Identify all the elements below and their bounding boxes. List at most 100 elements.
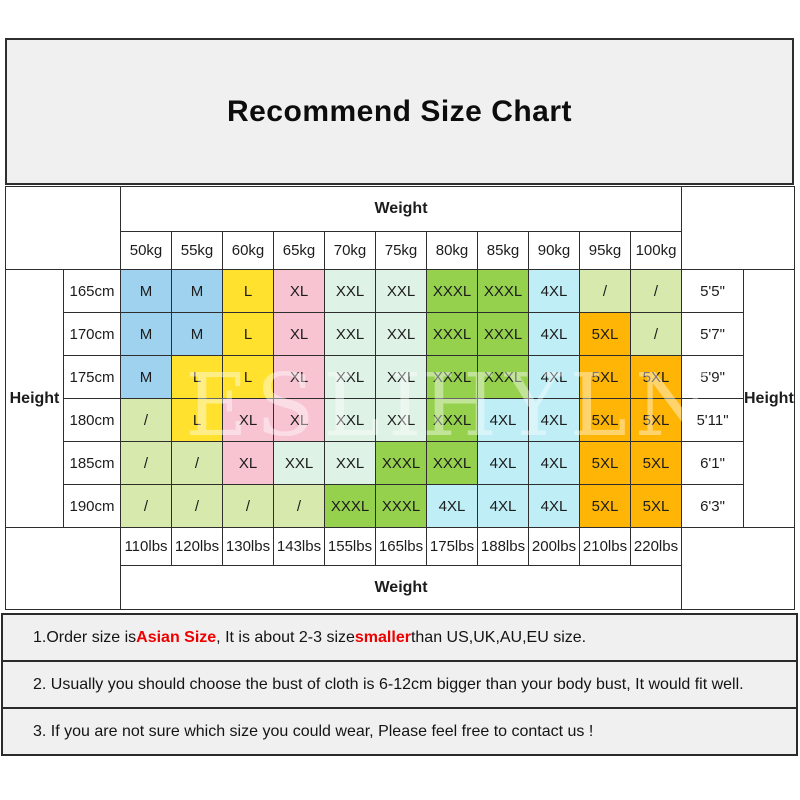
lbs-footer-cell: 120lbs [171, 527, 223, 566]
kg-header-cell: 80kg [426, 231, 478, 270]
lbs-footer-cell: 210lbs [579, 527, 631, 566]
size-cell: / [171, 484, 223, 528]
size-row: 175cm M L L XL XXL XXL XXXL XXXL 4XL 5XL 5XL 5'9" [6, 355, 795, 399]
size-cell: 4XL [528, 398, 580, 442]
size-cell: XXXL [375, 441, 427, 485]
size-cell: 4XL [528, 312, 580, 356]
size-cell: / [222, 484, 274, 528]
size-cell: XXXL [426, 398, 478, 442]
kg-header-cell: 90kg [528, 231, 580, 270]
size-row: 170cm M M L XL XXL XXL XXXL XXXL 4XL 5XL/5'7" [6, 312, 795, 356]
height-cm-cell: 185cm [63, 441, 121, 485]
height-ft-cell: 5'9" [681, 355, 744, 399]
size-cell: 5XL [630, 484, 682, 528]
size-cell: 4XL [477, 484, 529, 528]
size-cell: 5XL [579, 312, 631, 356]
size-cell: XXL [273, 441, 325, 485]
size-cell: M [171, 312, 223, 356]
lbs-footer-cell: 165lbs [375, 527, 427, 566]
size-row: 190cm / / / / XXXL XXXL 4XL 4XL 4XL 5XL 5XL 6'3" [6, 484, 795, 528]
size-cell: 4XL [477, 441, 529, 485]
size-cell: 5XL [579, 441, 631, 485]
note-text: 2. Usually you should choose the bust of… [33, 675, 744, 693]
size-cell: 4XL [477, 398, 529, 442]
size-cell: XL [222, 441, 274, 485]
top-left-empty-cell [5, 186, 121, 270]
size-cell: XL [273, 398, 325, 442]
size-cell: XXL [375, 312, 427, 356]
size-cell: L [171, 355, 223, 399]
size-row: 180cm / L XL XL XXL XXL XXXL 4XL 4XL 5XL 5XL 5'11" [6, 398, 795, 442]
size-cell: XXXL [477, 355, 529, 399]
size-cell: XXL [375, 269, 427, 313]
height-right-label: Height [743, 269, 795, 528]
note-text-highlight: Asian Size [136, 628, 217, 646]
kg-header-cell: 50kg [120, 231, 172, 270]
lbs-footer-cell: 110lbs [120, 527, 172, 566]
height-cm-cell: 190cm [63, 484, 121, 528]
size-row: Height 165cm M M L XL XXL XXL XXXL XXXL 4XL //5'5" H… [5, 269, 795, 528]
size-cell: / [120, 484, 172, 528]
size-cell: XXXL [477, 312, 529, 356]
size-cell: XXXL [426, 312, 478, 356]
size-cell: / [579, 269, 631, 313]
height-ft-cell: 5'7" [681, 312, 744, 356]
size-cell: 4XL [528, 355, 580, 399]
size-cell: L [222, 269, 274, 313]
bottom-right-empty-cell [681, 527, 795, 610]
size-cell: / [120, 441, 172, 485]
kg-header-cell: 70kg [324, 231, 376, 270]
size-cell: XXXL [426, 441, 478, 485]
size-cell: 5XL [630, 398, 682, 442]
size-cell: L [171, 398, 223, 442]
size-cell: XXL [375, 398, 427, 442]
size-cell: XXL [324, 441, 376, 485]
lbs-footer-cell: 220lbs [630, 527, 682, 566]
note-row: 2. Usually you should choose the bust of… [3, 662, 796, 709]
size-chart: Weight 50kg 55kg 60kg 65kg 70kg 75kg 80kg 85kg 9… [5, 186, 795, 610]
weight-header-row: Weight [5, 186, 795, 270]
size-cell: / [120, 398, 172, 442]
height-ft-cell: 6'1" [681, 441, 744, 485]
lbs-footer-cell: 143lbs [273, 527, 325, 566]
size-cell: / [171, 441, 223, 485]
size-cell: L [222, 312, 274, 356]
height-left-label: Height [5, 269, 64, 528]
size-cell: 4XL [426, 484, 478, 528]
size-cell: / [273, 484, 325, 528]
size-cell: XXXL [426, 269, 478, 313]
size-cell: 4XL [528, 269, 580, 313]
size-cell: XXL [324, 312, 376, 356]
size-cell: 4XL [528, 484, 580, 528]
kg-header-cell: 100kg [630, 231, 682, 270]
height-cm-cell: 165cm [63, 269, 121, 313]
kg-header-cell: 85kg [477, 231, 529, 270]
size-cell: M [120, 269, 172, 313]
size-cell: 5XL [579, 398, 631, 442]
size-cell: XL [273, 312, 325, 356]
size-cell: XL [273, 355, 325, 399]
size-cell: XL [273, 269, 325, 313]
lbs-footer-cell: 175lbs [426, 527, 478, 566]
note-text: 1.Order size is [33, 628, 137, 646]
kg-header-cell: 65kg [273, 231, 325, 270]
notes-box: 1.Order size is Asian Size, It is about … [1, 613, 798, 756]
note-text-highlight: smaller [354, 628, 411, 646]
note-row: 3. If you are not sure which size you co… [3, 709, 796, 754]
kg-header-cell: 60kg [222, 231, 274, 270]
bottom-left-empty-cell [5, 527, 121, 610]
size-cell: / [630, 312, 682, 356]
kg-header-row: 50kg 55kg 60kg 65kg 70kg 75kg 80kg 85kg 90kg 95kg… [6, 231, 795, 270]
lbs-footer-cell: 130lbs [222, 527, 274, 566]
weight-footer-row: Weight [6, 565, 795, 610]
weight-footer: Weight [120, 565, 682, 610]
size-cell: XL [222, 398, 274, 442]
size-cell: / [630, 269, 682, 313]
lbs-footer-cell: 200lbs [528, 527, 580, 566]
size-cell: XXL [324, 269, 376, 313]
page-title: Recommend Size Chart [226, 94, 573, 128]
height-ft-cell: 5'5" [681, 269, 744, 313]
size-cell: M [120, 355, 172, 399]
height-cm-cell: 170cm [63, 312, 121, 356]
size-cell: XXL [324, 398, 376, 442]
